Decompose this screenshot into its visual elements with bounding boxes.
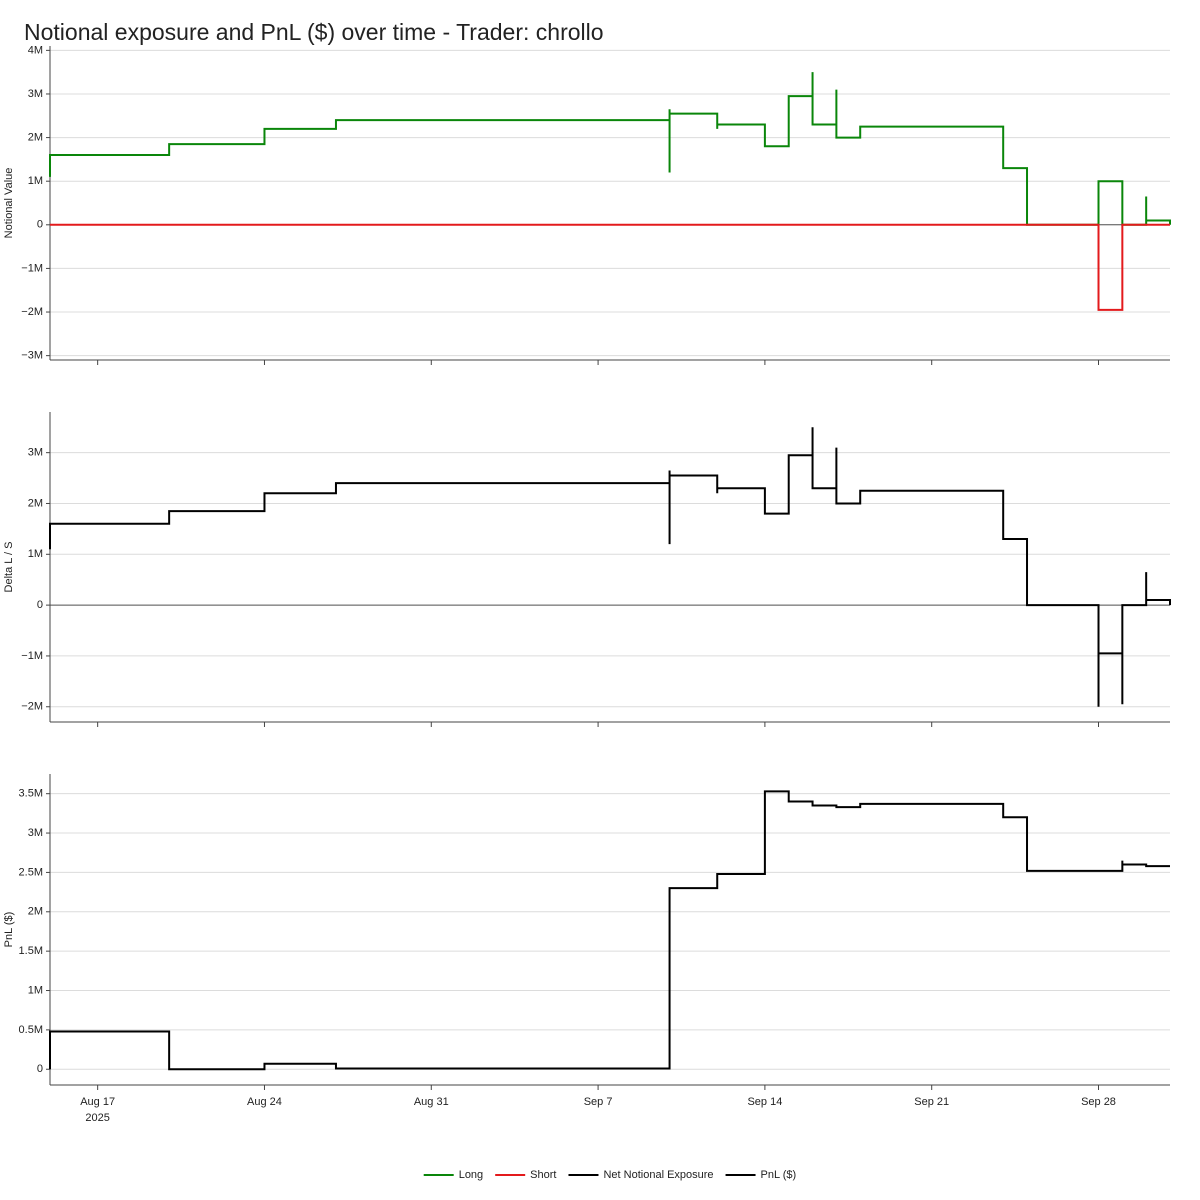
x-tick-label: Sep 21 [914, 1096, 949, 1108]
legend-label: PnL ($) [761, 1169, 797, 1181]
legend-label: Long [459, 1169, 483, 1181]
y-tick-label: 2M [28, 497, 43, 509]
y-tick-label: 2M [28, 906, 43, 918]
y-tick-label: 0 [37, 1063, 43, 1075]
y-tick-label: −1M [21, 650, 43, 662]
x-tick-label: Sep 14 [747, 1096, 782, 1108]
x-tick-label: Sep 7 [584, 1096, 613, 1108]
y-tick-label: 3M [28, 88, 43, 100]
legend: Long Short Net Notional Exposure PnL ($) [423, 1169, 797, 1181]
y-tick-label: −3M [21, 350, 43, 362]
data-line [50, 223, 1170, 311]
y-axis-label: PnL ($) [3, 912, 15, 948]
y-tick-label: 2.5M [19, 866, 43, 878]
y-axis-label: Notional Value [3, 168, 15, 239]
y-tick-label: 0 [37, 219, 43, 231]
y-tick-label: 3M [28, 827, 43, 839]
x-year-label: 2025 [85, 1112, 109, 1124]
legend-label: Short [530, 1169, 556, 1181]
y-tick-label: 1.5M [19, 945, 43, 957]
x-tick-label: Aug 17 [80, 1096, 115, 1108]
y-tick-label: 3.5M [19, 788, 43, 800]
y-tick-label: 3M [28, 447, 43, 459]
data-line [49, 427, 1171, 707]
y-axis-label: Delta L / S [3, 542, 15, 593]
y-tick-label: 2M [28, 131, 43, 143]
data-line [49, 790, 1170, 1071]
y-tick-label: 0 [37, 599, 43, 611]
legend-label: Net Notional Exposure [603, 1169, 713, 1181]
y-tick-label: 1M [28, 984, 43, 996]
y-tick-label: −1M [21, 262, 43, 274]
x-tick-label: Aug 31 [414, 1096, 449, 1108]
y-tick-label: −2M [21, 306, 43, 318]
y-tick-label: −2M [21, 701, 43, 713]
y-tick-label: 0.5M [19, 1024, 43, 1036]
data-line [49, 72, 1171, 226]
y-tick-label: 1M [28, 175, 43, 187]
chart-title: Notional exposure and PnL ($) over time … [24, 19, 604, 45]
x-tick-label: Aug 24 [247, 1096, 282, 1108]
y-tick-label: 1M [28, 548, 43, 560]
y-tick-label: 4M [28, 44, 43, 56]
x-tick-label: Sep 28 [1081, 1096, 1116, 1108]
